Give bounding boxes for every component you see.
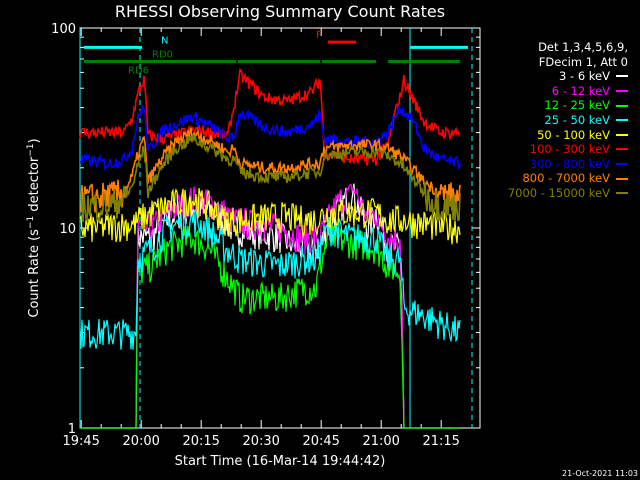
x-tick-label: 21:15 — [422, 434, 459, 449]
legend-swatch — [616, 75, 628, 78]
x-tick-label: 19:45 — [62, 434, 99, 449]
series-line — [79, 127, 461, 215]
legend-item: 25 - 50 keV — [508, 113, 628, 128]
annotation-label: RD6 — [128, 65, 149, 76]
y-axis-label-part: detector — [27, 156, 43, 216]
y-axis-label-part: Count Rate (s — [27, 229, 43, 318]
legend-item: 3 - 6 keV — [508, 69, 628, 84]
legend-label: 6 - 12 keV — [551, 83, 610, 98]
series-line — [80, 183, 460, 429]
legend-swatch — [616, 133, 628, 136]
legend-label: 25 - 50 keV — [544, 112, 610, 127]
x-tick-label: 20:45 — [302, 434, 339, 449]
legend-item: 12 - 25 keV — [508, 98, 628, 113]
y-axis-label-part: ) — [27, 138, 43, 144]
series-line — [79, 208, 461, 350]
legend-item: 800 - 7000 keV — [508, 171, 628, 186]
legend-item: 100 - 300 keV — [508, 142, 628, 157]
y-axis-label: Count Rate (s−1 detector−1) — [26, 138, 42, 317]
series-line — [79, 187, 461, 245]
legend-swatch — [616, 119, 628, 122]
series-line — [79, 133, 461, 224]
chart-title: RHESSI Observing Summary Count Rates — [114, 2, 446, 21]
legend-label: 50 - 100 keV — [537, 127, 610, 142]
legend-swatch — [616, 163, 628, 166]
legend-swatch — [616, 192, 628, 195]
legend-item: 50 - 100 keV — [508, 128, 628, 143]
y-axis-label-superscript: −1 — [25, 215, 36, 230]
legend-swatch — [616, 177, 628, 180]
annotation-label: RD0 — [152, 49, 173, 60]
timestamp-label: 21-Oct-2021 11:03 — [562, 469, 638, 478]
legend-header-line: FDecim 1, Att 0 — [538, 54, 628, 69]
x-tick-label: 20:15 — [182, 434, 219, 449]
legend-item: 6 - 12 keV — [508, 84, 628, 99]
legend-item: 7000 - 15000 keV — [508, 186, 628, 201]
legend-label: 3 - 6 keV — [559, 69, 610, 84]
x-tick-label: 20:30 — [242, 434, 279, 449]
annotation-label: N — [161, 35, 168, 46]
legend-swatch — [616, 148, 628, 151]
series-line — [79, 68, 460, 166]
legend-header-line: Det 1,3,4,5,6,9, — [538, 40, 628, 54]
y-tick-label: 10 — [59, 222, 76, 237]
y-axis-label-superscript: −1 — [25, 143, 36, 157]
legend-label: 100 - 300 keV — [529, 142, 610, 157]
x-axis-label: Start Time (16-Mar-14 19:44:42) — [174, 454, 386, 469]
annotation-label: F — [316, 30, 322, 41]
legend-swatch — [616, 90, 628, 93]
legend-label: 300 - 800 keV — [529, 156, 610, 171]
legend-label: 12 - 25 keV — [544, 98, 610, 113]
y-tick-label: 100 — [51, 22, 76, 37]
series-line — [80, 223, 460, 429]
legend-item: 300 - 800 keV — [508, 157, 628, 172]
legend: Det 1,3,4,5,6,9, FDecim 1, Att 0 3 - 6 k… — [508, 40, 628, 201]
x-tick-label: 21:00 — [362, 434, 399, 449]
series-line — [79, 105, 461, 171]
legend-label: 7000 - 15000 keV — [507, 185, 610, 200]
legend-label: 800 - 7000 keV — [522, 171, 610, 186]
legend-swatch — [616, 104, 628, 107]
y-tick-label: 1 — [68, 422, 76, 437]
x-tick-label: 20:00 — [122, 434, 159, 449]
